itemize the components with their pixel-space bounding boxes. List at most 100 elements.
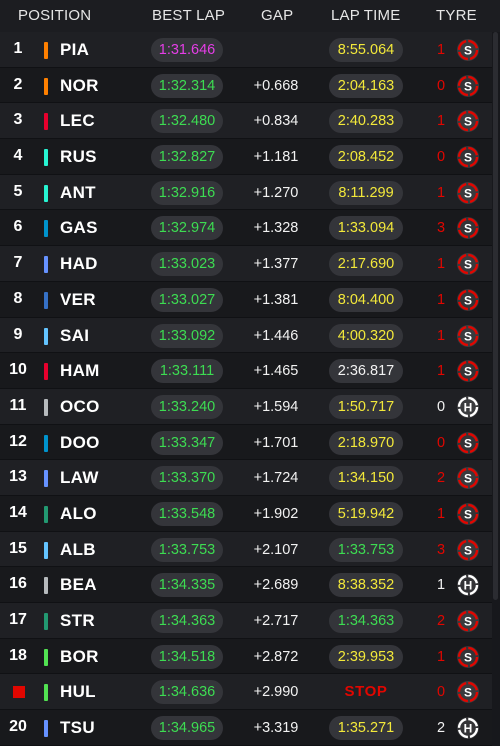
driver-code[interactable]: VER xyxy=(60,289,96,309)
driver-code[interactable]: BOR xyxy=(60,646,99,666)
driver-row[interactable]: 15 ALB 1:33.753 +2.107 1:33.753 3 S xyxy=(0,531,492,568)
tyre-stint-count: 1 xyxy=(436,42,446,58)
driver-code[interactable]: GAS xyxy=(60,218,98,238)
driver-code[interactable]: HAD xyxy=(60,254,98,274)
last-lap-time: 8:38.352 xyxy=(329,573,403,598)
driver-code[interactable]: ANT xyxy=(60,182,96,202)
column-header-position[interactable]: POSITION xyxy=(18,7,92,24)
driver-row[interactable]: 14 ALO 1:33.548 +1.902 5:19.942 1 S xyxy=(0,495,492,532)
driver-code[interactable]: ALB xyxy=(60,539,96,559)
driver-code[interactable]: LEC xyxy=(60,111,95,131)
driver-row[interactable]: 4 RUS 1:32.827 +1.181 2:08.452 0 S xyxy=(0,139,492,175)
driver-code[interactable]: BEA xyxy=(60,575,97,595)
last-lap-time: 5:19.942 xyxy=(329,501,403,526)
driver-row[interactable]: 20 TSU 1:34.965 +3.319 1:35.271 2 H xyxy=(0,710,492,746)
driver-code[interactable]: ALO xyxy=(60,503,97,523)
tyre-stint-count: 2 xyxy=(436,720,446,737)
position-number: 6 xyxy=(13,218,23,236)
driver-row[interactable]: 3 LEC 1:32.480 +0.834 2:40.283 1 S xyxy=(0,103,492,140)
driver-row[interactable]: 10 HAM 1:33.111 +1.465 2:36.817 1 S xyxy=(0,353,492,389)
soft-tyre-icon: S xyxy=(457,502,479,525)
driver-row[interactable]: 11 OCO 1:33.240 +1.594 1:50.717 0 H xyxy=(0,388,492,425)
driver-row[interactable]: 2 NOR 1:32.314 +0.668 2:04.163 0 S xyxy=(0,67,492,104)
last-lap-time: 2:18.970 xyxy=(329,430,403,455)
team-color-bar xyxy=(44,149,48,167)
driver-code[interactable]: LAW xyxy=(60,468,99,488)
driver-row[interactable]: 8 VER 1:33.027 +1.381 8:04.400 1 S xyxy=(0,281,492,318)
driver-code[interactable]: HUL xyxy=(60,682,96,702)
tyre-compound-letter: S xyxy=(464,293,472,307)
position-number: 2 xyxy=(13,75,23,93)
driver-row[interactable]: 7 HAD 1:33.023 +1.377 2:17.690 1 S xyxy=(0,246,492,282)
driver-code[interactable]: STR xyxy=(60,611,95,630)
gap-to-leader: +2.990 xyxy=(253,684,299,701)
soft-tyre-icon: S xyxy=(457,324,479,347)
driver-row[interactable]: 13 LAW 1:33.370 +1.724 1:34.150 2 S xyxy=(0,460,492,496)
driver-code[interactable]: TSU xyxy=(60,718,95,738)
driver-code[interactable]: PIA xyxy=(60,40,90,59)
soft-tyre-icon: S xyxy=(457,74,479,97)
driver-code[interactable]: DOO xyxy=(60,432,100,452)
tyre-stint-count: 1 xyxy=(436,291,446,308)
gap-to-leader: +1.181 xyxy=(253,149,299,166)
last-lap-time: 2:36.817 xyxy=(329,359,403,384)
position-number: 13 xyxy=(9,468,27,486)
driver-code[interactable]: NOR xyxy=(60,75,99,95)
gap-to-leader: +1.377 xyxy=(253,256,299,273)
tyre-stint-count: 0 xyxy=(436,77,446,94)
driver-code[interactable]: HAM xyxy=(60,361,100,381)
soft-tyre-icon: S xyxy=(457,39,479,61)
best-lap-time: 1:32.974 xyxy=(151,216,223,241)
last-lap-time: 8:04.400 xyxy=(329,287,403,312)
soft-tyre-icon: S xyxy=(457,610,479,632)
team-color-bar xyxy=(44,113,48,131)
tyre-compound-letter: S xyxy=(464,614,472,628)
position-number: 17 xyxy=(9,611,27,628)
position-number: 1 xyxy=(13,40,23,57)
driver-row[interactable]: 1 PIA 1:31.646 8:55.064 1 S xyxy=(0,32,492,68)
last-lap-time: 1:34.363 xyxy=(329,609,403,633)
position-number: 18 xyxy=(9,646,27,664)
timing-table-header: POSITION BEST LAP GAP LAP TIME TYRE xyxy=(0,0,500,32)
last-lap-time: 1:50.717 xyxy=(329,394,403,419)
position-number: 5 xyxy=(13,182,23,200)
column-header-gap[interactable]: GAP xyxy=(261,7,294,24)
soft-tyre-icon: S xyxy=(457,110,479,133)
best-lap-time: 1:32.480 xyxy=(151,109,223,134)
position-number: 10 xyxy=(9,361,27,379)
team-color-bar xyxy=(44,220,48,238)
driver-row[interactable]: 16 BEA 1:34.335 +2.689 8:38.352 1 H xyxy=(0,567,492,603)
gap-to-leader: +1.328 xyxy=(253,220,299,237)
column-header-lap-time[interactable]: LAP TIME xyxy=(331,7,401,24)
tyre-compound-letter: S xyxy=(464,472,472,486)
gap-to-leader: +0.834 xyxy=(253,113,299,130)
driver-row[interactable]: 18 BOR 1:34.518 +2.872 2:39.953 1 S xyxy=(0,638,492,675)
driver-row[interactable]: 12 DOO 1:33.347 +1.701 2:18.970 0 S xyxy=(0,424,492,461)
tyre-stint-count: 1 xyxy=(436,184,446,201)
soft-tyre-icon: S xyxy=(457,645,479,668)
gap-to-leader: +2.717 xyxy=(253,613,299,629)
last-lap-time: 1:33.753 xyxy=(329,537,403,562)
team-color-bar xyxy=(44,184,48,202)
driver-row[interactable]: 5 ANT 1:32.916 +1.270 8:11.299 1 S xyxy=(0,174,492,211)
driver-row[interactable]: 6 GAS 1:32.974 +1.328 1:33.094 3 S xyxy=(0,210,492,247)
gap-to-leader: +0.668 xyxy=(253,77,299,94)
driver-row[interactable]: 17 STR 1:34.363 +2.717 1:34.363 2 S xyxy=(0,603,492,639)
best-lap-time: 1:34.965 xyxy=(151,716,223,741)
driver-code[interactable]: SAI xyxy=(60,325,90,345)
scrollbar[interactable] xyxy=(493,32,498,600)
driver-code[interactable]: OCO xyxy=(60,396,100,416)
driver-code[interactable]: RUS xyxy=(60,147,97,167)
last-lap-time: 1:35.271 xyxy=(329,716,403,741)
gap-to-leader: +1.594 xyxy=(253,398,299,415)
driver-row[interactable]: HUL 1:34.636 +2.990 STOP 0 S xyxy=(0,674,492,711)
position-number: 20 xyxy=(9,718,27,736)
team-color-bar xyxy=(44,434,48,452)
driver-row[interactable]: 9 SAI 1:33.092 +1.446 4:00.320 1 S xyxy=(0,317,492,354)
column-header-tyre[interactable]: TYRE xyxy=(436,7,477,24)
last-lap-time: 1:33.094 xyxy=(329,216,403,241)
last-lap-time: 8:11.299 xyxy=(329,180,403,205)
team-color-bar xyxy=(44,256,48,274)
column-header-best-lap[interactable]: BEST LAP xyxy=(152,7,226,24)
last-lap-time: STOP xyxy=(344,683,388,701)
